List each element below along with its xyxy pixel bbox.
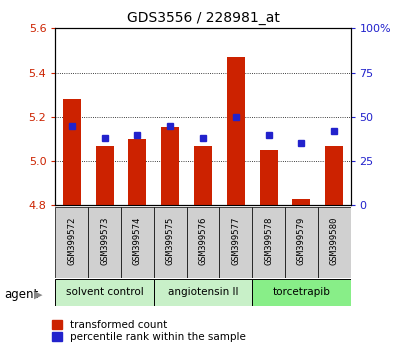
Bar: [95, 145, 113, 205]
Bar: [161, 127, 179, 205]
Title: GDS3556 / 228981_at: GDS3556 / 228981_at: [126, 11, 279, 24]
Text: solvent control: solvent control: [65, 287, 143, 297]
Legend: transformed count, percentile rank within the sample: transformed count, percentile rank withi…: [52, 320, 245, 342]
Text: angiotensin II: angiotensin II: [167, 287, 238, 297]
Bar: [252, 279, 350, 306]
Bar: [284, 207, 317, 278]
Bar: [186, 207, 219, 278]
Text: GSM399579: GSM399579: [296, 217, 305, 265]
Bar: [153, 207, 186, 278]
Bar: [55, 207, 88, 278]
Bar: [193, 145, 211, 205]
Bar: [128, 139, 146, 205]
Bar: [88, 207, 121, 278]
Text: GSM399575: GSM399575: [165, 217, 174, 265]
Text: GSM399580: GSM399580: [329, 217, 338, 265]
Bar: [259, 150, 277, 205]
Bar: [317, 207, 350, 278]
Text: GSM399578: GSM399578: [263, 217, 272, 265]
Text: GSM399574: GSM399574: [133, 217, 142, 265]
Text: GSM399576: GSM399576: [198, 217, 207, 265]
Text: agent: agent: [4, 288, 38, 301]
Bar: [292, 199, 310, 205]
Bar: [324, 145, 342, 205]
Text: ▶: ▶: [34, 290, 43, 299]
Bar: [63, 99, 81, 205]
Text: GSM399572: GSM399572: [67, 217, 76, 265]
Text: torcetrapib: torcetrapib: [272, 287, 330, 297]
Bar: [219, 207, 252, 278]
Bar: [226, 57, 244, 205]
Text: GSM399577: GSM399577: [231, 217, 240, 265]
Bar: [121, 207, 153, 278]
Bar: [55, 279, 153, 306]
Bar: [153, 279, 252, 306]
Text: GSM399573: GSM399573: [100, 217, 109, 265]
Bar: [252, 207, 284, 278]
